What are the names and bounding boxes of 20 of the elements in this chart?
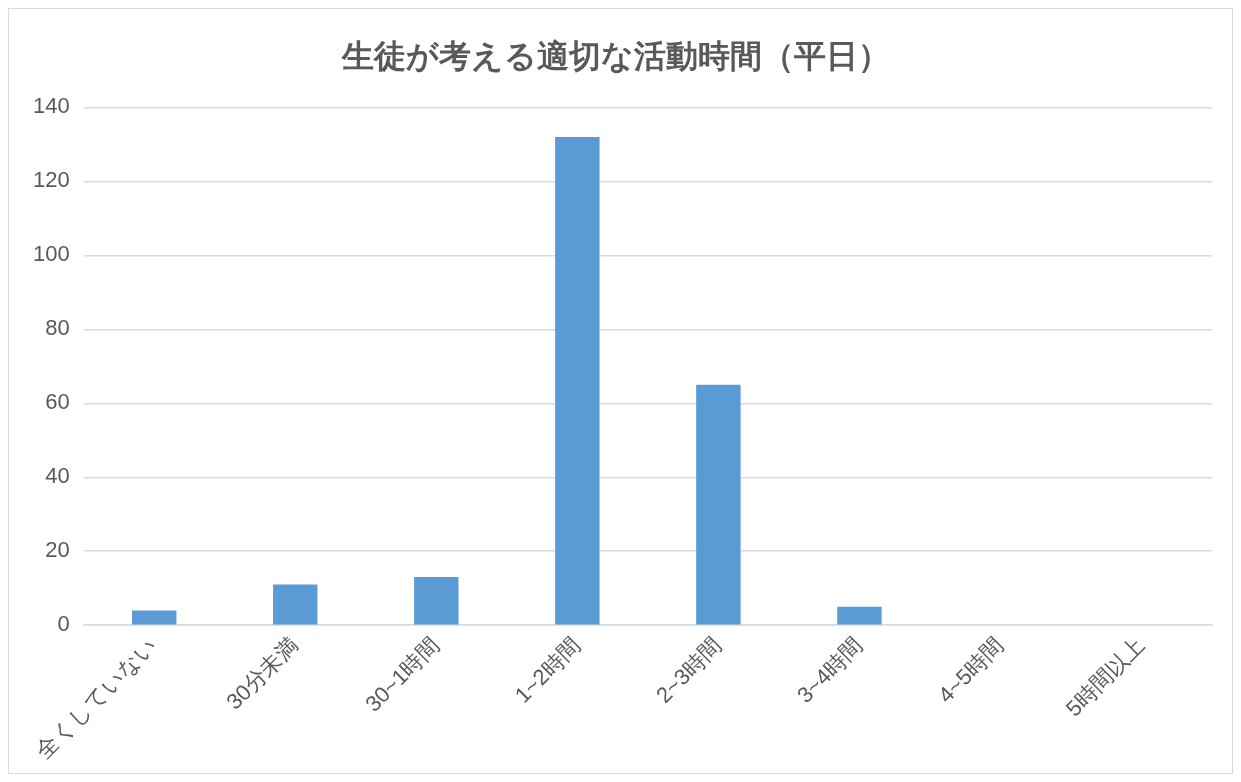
x-tick-label: 4~5時間: [933, 632, 1009, 708]
x-tick-label: 5時間以上: [1060, 632, 1150, 722]
bar: [696, 384, 741, 625]
x-tick-label: 2~3時間: [651, 632, 727, 708]
y-tick-label: 120: [32, 167, 70, 193]
y-tick-label: 80: [45, 315, 70, 341]
bar: [132, 610, 177, 625]
bar: [273, 584, 318, 625]
y-tick-label: 140: [32, 93, 70, 119]
x-tick-label: 3~4時間: [792, 632, 868, 708]
chart-title: 生徒が考える適切な活動時間（平日）: [340, 38, 890, 75]
bar: [555, 136, 600, 625]
x-tick-label: 30分未満: [221, 632, 304, 715]
y-tick-label: 100: [32, 241, 70, 267]
y-tick-label: 20: [45, 537, 70, 563]
bar: [414, 577, 459, 625]
y-tick-label: 40: [45, 463, 70, 489]
bar: [837, 606, 882, 625]
y-tick-label: 60: [45, 389, 70, 415]
x-tick-label: 1~2時間: [509, 632, 586, 708]
